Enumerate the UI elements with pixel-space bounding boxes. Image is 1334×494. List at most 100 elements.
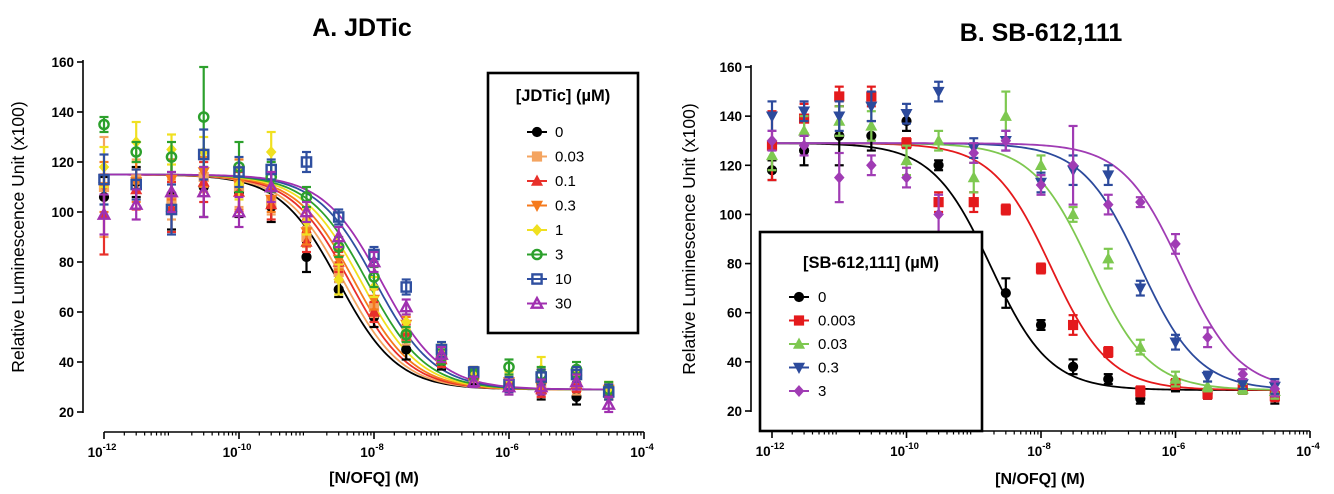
- x-tick-label: 10-6: [1162, 441, 1185, 459]
- legend-marker: [792, 337, 806, 349]
- data-point: [533, 379, 549, 393]
- data-point: [300, 156, 313, 168]
- y-tick-label: 80: [727, 257, 742, 272]
- x-tick-label: 10-8: [360, 442, 383, 460]
- data-point: [1202, 331, 1213, 344]
- data-point: [503, 361, 515, 373]
- legend-marker: [793, 385, 805, 397]
- fit-curve-3: [772, 142, 1276, 382]
- legend-item-0: 0: [789, 289, 826, 306]
- data-point: [765, 149, 779, 161]
- legend-item-0.1: 0.1: [527, 173, 576, 190]
- chart-title: B. SB-612,111: [960, 19, 1123, 47]
- y-tick-label: 160: [51, 55, 74, 70]
- data-point: [1067, 319, 1079, 331]
- data-point: [1201, 379, 1214, 392]
- x-tick-label: 10-6: [495, 442, 518, 460]
- legend-title: [SB-612,111] (µM): [803, 254, 939, 272]
- x-axis-label: [N/OFQ] (M): [995, 471, 1085, 488]
- x-tick-label: 10-8: [1027, 441, 1050, 459]
- data-point: [865, 119, 878, 131]
- data-point: [933, 160, 944, 171]
- y-tick-label: 140: [719, 109, 742, 124]
- legend-item-0.003: 0.003: [789, 313, 856, 330]
- data-point: [1135, 386, 1146, 397]
- data-point: [367, 305, 381, 317]
- data-point: [1102, 170, 1115, 182]
- data-point: [900, 153, 913, 166]
- data-point: [400, 328, 413, 341]
- legend-label: 3: [818, 383, 826, 400]
- legend: [SB-612,111] (µM) 0 0.003 0.03 0.3 3: [758, 230, 984, 433]
- legend-label: 0.003: [818, 313, 856, 330]
- legend-label: 10: [555, 271, 572, 288]
- data-point: [263, 179, 279, 193]
- data-point: [901, 171, 912, 184]
- y-tick-label: 60: [59, 305, 74, 320]
- data-point: [398, 299, 414, 313]
- data-point: [1135, 196, 1146, 209]
- data-point: [164, 184, 179, 198]
- legend-marker: [530, 200, 544, 212]
- y-tick-label: 40: [727, 355, 742, 370]
- data-point: [434, 346, 449, 360]
- data-point: [197, 148, 210, 161]
- data-point: [1035, 319, 1047, 331]
- legend-label: 0.3: [818, 360, 839, 377]
- data-point: [128, 196, 144, 210]
- data-point: [1169, 337, 1182, 349]
- data-point: [1000, 134, 1012, 147]
- data-point: [798, 139, 810, 152]
- data-point: [1103, 346, 1114, 358]
- data-point: [1201, 371, 1214, 384]
- legend-label: 1: [555, 222, 563, 239]
- data-point: [197, 111, 210, 123]
- y-tick-label: 120: [51, 155, 74, 170]
- legend-box: [758, 230, 984, 433]
- chart-title: A. JDTic: [312, 14, 412, 42]
- y-tick-label: 100: [51, 205, 74, 220]
- legend-label: 0.03: [555, 149, 584, 166]
- data-point: [1134, 340, 1147, 352]
- data-point: [932, 86, 945, 99]
- series-3: [766, 124, 1281, 398]
- data-point: [401, 344, 412, 355]
- data-point: [866, 159, 877, 172]
- data-point: [766, 134, 778, 147]
- data-point: [1067, 207, 1080, 220]
- data-point: [233, 166, 245, 178]
- data-point: [1035, 178, 1047, 191]
- data-point: [833, 111, 846, 123]
- data-point: [130, 146, 143, 158]
- data-point: [933, 208, 944, 221]
- legend-marker: [531, 151, 543, 162]
- legend-item-3: 3: [527, 247, 563, 264]
- legend-item-3: 3: [789, 383, 826, 400]
- data-point: [366, 254, 382, 268]
- y-tick-label: 20: [727, 404, 742, 419]
- data-point: [834, 91, 845, 102]
- y-tick-label: 20: [59, 405, 74, 420]
- y-tick-label: 120: [719, 158, 742, 173]
- data-point: [1000, 204, 1011, 215]
- legend-marker: [531, 273, 543, 285]
- data-point: [231, 204, 247, 218]
- data-point: [331, 229, 346, 243]
- legend-item-10: 10: [527, 271, 572, 288]
- legend-marker: [793, 315, 805, 326]
- x-axis-label: [N/OFQ] (M): [329, 470, 419, 487]
- legend-marker: [529, 295, 545, 309]
- x-tick-label: 10-4: [1296, 441, 1320, 459]
- y-axis-label: Relative Luminescence Unit (x100): [679, 103, 699, 374]
- data-point: [1000, 287, 1011, 299]
- legend-label: 0.3: [555, 198, 576, 215]
- y-tick-label: 40: [59, 355, 74, 370]
- data-point: [900, 108, 913, 121]
- y-tick-label: 140: [51, 105, 74, 120]
- data-point: [865, 101, 878, 113]
- data-point: [1237, 368, 1249, 381]
- legend-item-0.3: 0.3: [789, 360, 839, 377]
- data-point: [1035, 263, 1047, 274]
- legend-label: 0: [818, 289, 826, 306]
